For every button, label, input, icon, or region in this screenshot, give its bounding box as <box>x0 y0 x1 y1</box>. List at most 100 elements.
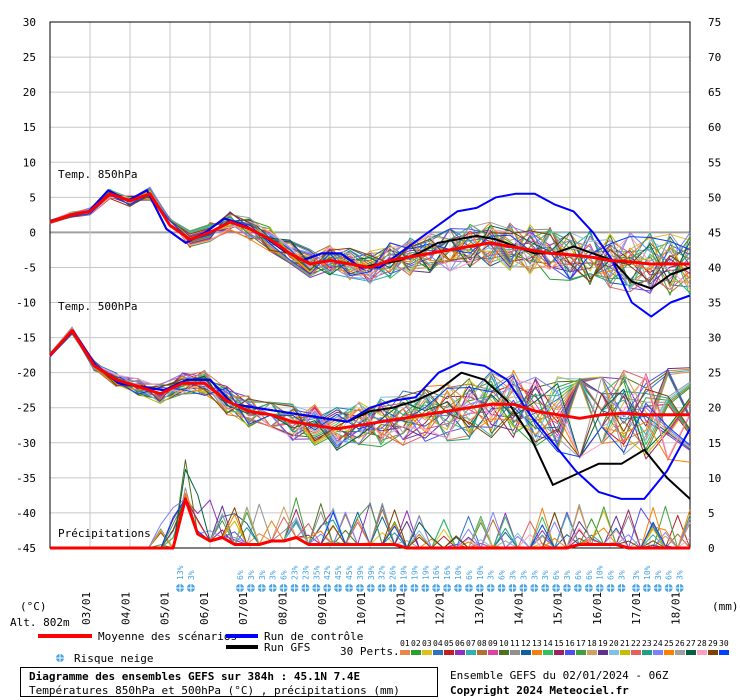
snow-pct: 32% <box>378 565 387 580</box>
footer-subtitle: Températures 850hPa et 500hPa (°C) , pré… <box>29 684 400 697</box>
snow-icon <box>377 584 386 592</box>
snow-icon <box>345 584 353 592</box>
snow-icon <box>584 584 593 592</box>
pert-swatch <box>631 650 641 655</box>
pert-number: 08 <box>477 639 487 648</box>
x-tick: 04/01 <box>119 592 132 625</box>
pert-swatch <box>499 650 509 655</box>
pert-swatch <box>422 650 432 655</box>
run-info: Ensemble GEFS du 02/01/2024 - 06Z <box>450 669 669 682</box>
snow-icon <box>486 584 495 592</box>
snow-pct: 10% <box>454 565 463 580</box>
y-right-tick: 75 <box>708 16 721 29</box>
footer-title-box: Diagramme des ensembles GEFS sur 384h : … <box>20 667 438 697</box>
altitude-label: Alt. 802m <box>10 616 70 629</box>
legend-snow: Risque neige <box>74 652 153 665</box>
pert-swatch <box>521 650 531 655</box>
pert-swatch <box>466 650 476 655</box>
y-left-tick: 20 <box>23 86 36 99</box>
pert-number: 10 <box>499 639 509 648</box>
snow-icon <box>279 584 288 592</box>
pert-swatch <box>477 650 487 655</box>
snow-pct: 26% <box>389 565 398 580</box>
pert-number: 26 <box>675 639 685 648</box>
y-left-tick: 25 <box>23 51 36 64</box>
pert-swatch <box>642 650 652 655</box>
snow-icon <box>334 584 343 592</box>
snow-icon <box>497 584 506 592</box>
pert-number: 15 <box>554 639 564 648</box>
pert-number: 29 <box>708 639 718 648</box>
legend-gfs: Run GFS <box>264 641 310 654</box>
snow-icon <box>366 584 375 592</box>
y-left-tick: 5 <box>29 191 36 204</box>
pert-swatch <box>587 650 597 655</box>
x-tick: 14/01 <box>512 592 525 625</box>
y-right-tick: 20 <box>708 402 721 415</box>
x-tick: 08/01 <box>277 592 290 625</box>
member-850 <box>49 186 691 280</box>
snow-icon <box>399 584 408 592</box>
snow-pct: 16% <box>443 565 452 580</box>
snow-pct: 3% <box>676 570 685 580</box>
mean-500-line <box>48 329 690 431</box>
pert-swatch <box>653 650 663 655</box>
x-tick: 16/01 <box>591 592 604 625</box>
y-right-tick: 45 <box>708 226 721 239</box>
snow-icon <box>290 584 299 592</box>
panel-labels: Temp. 850hPa Temp. 500hPa Précipitations… <box>10 168 739 629</box>
snow-icon <box>664 584 673 592</box>
y-left-unit: (°C) <box>20 600 47 613</box>
mean-precip-line <box>50 497 690 550</box>
legend-mean: Moyenne des scénarios <box>98 630 237 643</box>
y-right-tick: 65 <box>708 86 721 99</box>
pert-number: 20 <box>609 639 619 648</box>
snow-icon <box>632 584 640 592</box>
snow-icon <box>421 584 430 592</box>
snow-icon <box>388 584 397 592</box>
pert-number: 01 <box>400 639 410 648</box>
snow-pct: 3% <box>269 570 278 580</box>
pert-number: 19 <box>598 639 608 648</box>
pert-number: 07 <box>466 639 476 648</box>
control-500-line <box>49 329 691 500</box>
snow-icon <box>246 584 255 592</box>
snow-pct: 3% <box>509 570 518 580</box>
snow-icon <box>530 584 539 592</box>
y-axis-left: 30 25 20 15 10 5 0 -5 -10 -15 -20 -25 -30 -35 -40 -45 <box>16 16 36 555</box>
pert-number: 18 <box>587 639 597 648</box>
pert-number: 16 <box>565 639 575 648</box>
x-tick: 17/01 <box>630 592 643 625</box>
y-left-tick: -15 <box>16 332 36 345</box>
pert-swatch <box>719 650 729 655</box>
snow-pct: 35% <box>312 565 321 580</box>
legend: Moyenne des scénarios Run de contrôle Ru… <box>38 630 729 665</box>
y-right-tick: 35 <box>708 297 721 310</box>
perturbation-swatches: 01 02 03 04 05 06 07 08 09 10 11 12 13 14 15 16 17 18 19 20… <box>400 639 729 655</box>
pert-number: 24 <box>653 639 663 648</box>
snow-pct: 39% <box>367 565 376 580</box>
pert-swatch <box>532 650 542 655</box>
pert-swatch <box>620 650 630 655</box>
snow-icon <box>323 584 332 592</box>
pert-number: 06 <box>455 639 465 648</box>
snow-icon <box>573 584 582 592</box>
pert-swatch <box>510 650 520 655</box>
footer-title: Diagramme des ensembles GEFS sur 384h : … <box>29 670 361 683</box>
snow-pct: 3% <box>247 570 256 580</box>
pert-number: 03 <box>422 639 432 648</box>
x-axis: 03/01 04/01 05/01 06/01 07/01 08/01 09/01 10/01… <box>80 592 683 625</box>
pert-swatch <box>433 650 443 655</box>
snow-pct: 3% <box>519 570 528 580</box>
snow-pct: 42% <box>323 565 332 580</box>
snow-pct: 10% <box>476 565 485 580</box>
y-right-tick: 10 <box>708 472 721 485</box>
label-t500: Temp. 500hPa <box>58 300 137 313</box>
member-500 <box>49 333 691 459</box>
x-tick: 11/01 <box>394 592 407 625</box>
snow-pct: 3% <box>654 570 663 580</box>
pert-number: 02 <box>411 639 421 648</box>
y-right-tick: 55 <box>708 156 721 169</box>
x-tick: 03/01 <box>80 592 93 625</box>
